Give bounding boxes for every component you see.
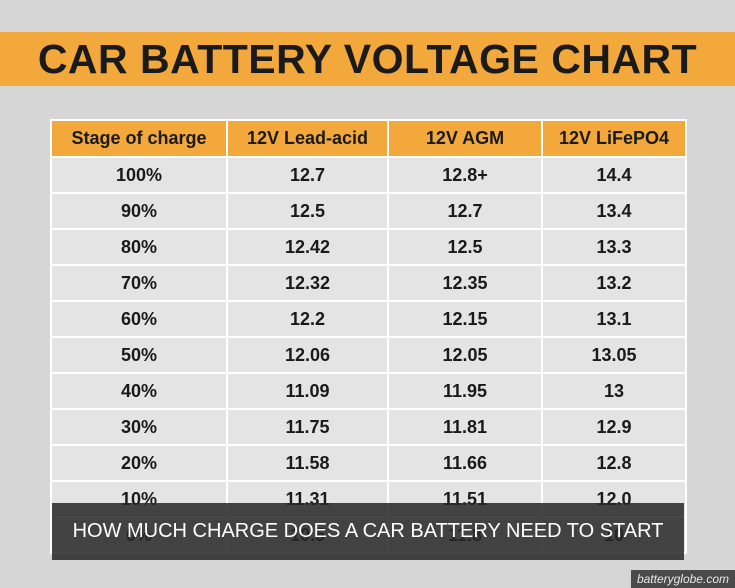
voltage-cell: 12.15 — [387, 300, 543, 338]
voltage-cell: 12.9 — [541, 408, 687, 446]
column-header: 12V LiFePO4 — [541, 119, 687, 158]
charge-cell: 80% — [50, 228, 228, 266]
voltage-cell: 12.05 — [387, 336, 543, 374]
voltage-cell: 13.05 — [541, 336, 687, 374]
table-row: 50% 12.06 12.05 13.05 — [50, 336, 687, 374]
voltage-cell: 13.1 — [541, 300, 687, 338]
voltage-cell: 13 — [541, 372, 687, 410]
voltage-cell: 12.8+ — [387, 156, 543, 194]
charge-cell: 40% — [50, 372, 228, 410]
voltage-cell: 13.4 — [541, 192, 687, 230]
table-row: 70% 12.32 12.35 13.2 — [50, 264, 687, 302]
table-row: 40% 11.09 11.95 13 — [50, 372, 687, 410]
column-header: Stage of charge — [50, 119, 228, 158]
voltage-cell: 12.5 — [387, 228, 543, 266]
table-row: 100% 12.7 12.8+ 14.4 — [50, 156, 687, 194]
column-header: 12V AGM — [387, 119, 543, 158]
voltage-cell: 12.7 — [226, 156, 389, 194]
charge-cell: 30% — [50, 408, 228, 446]
voltage-cell: 11.09 — [226, 372, 389, 410]
voltage-cell: 14.4 — [541, 156, 687, 194]
header-row: Stage of charge 12V Lead-acid 12V AGM 12V L… — [50, 119, 687, 158]
voltage-cell: 12.2 — [226, 300, 389, 338]
table-row: 90% 12.5 12.7 13.4 — [50, 192, 687, 230]
voltage-cell: 11.81 — [387, 408, 543, 446]
voltage-cell: 12.5 — [226, 192, 389, 230]
table-body: 100% 12.7 12.8+ 14.4 90% 12.5 12.7 13.4 80% 12.42… — [50, 156, 687, 554]
title-banner: CAR BATTERY VOLTAGE CHART — [0, 32, 735, 86]
voltage-cell: 12.42 — [226, 228, 389, 266]
voltage-cell: 12.32 — [226, 264, 389, 302]
table-row: 30% 11.75 11.81 12.9 — [50, 408, 687, 446]
table-row: 20% 11.58 11.66 12.8 — [50, 444, 687, 482]
voltage-cell: 11.75 — [226, 408, 389, 446]
charge-cell: 100% — [50, 156, 228, 194]
column-header: 12V Lead-acid — [226, 119, 389, 158]
charge-cell: 60% — [50, 300, 228, 338]
voltage-cell: 13.3 — [541, 228, 687, 266]
voltage-cell: 11.66 — [387, 444, 543, 482]
charge-cell: 70% — [50, 264, 228, 302]
caption-overlay: HOW MUCH CHARGE DOES A CAR BATTERY NEED … — [52, 503, 684, 560]
voltage-cell: 11.95 — [387, 372, 543, 410]
watermark: batteryglobe.com — [630, 570, 735, 588]
voltage-cell: 12.8 — [541, 444, 687, 482]
voltage-cell: 13.2 — [541, 264, 687, 302]
charge-cell: 20% — [50, 444, 228, 482]
table-row: 80% 12.42 12.5 13.3 — [50, 228, 687, 266]
voltage-cell: 12.7 — [387, 192, 543, 230]
table-row: 60% 12.2 12.15 13.1 — [50, 300, 687, 338]
title: CAR BATTERY VOLTAGE CHART — [37, 36, 698, 82]
voltage-cell: 12.06 — [226, 336, 389, 374]
voltage-table: Stage of charge 12V Lead-acid 12V AGM 12V L… — [50, 119, 687, 554]
charge-cell: 50% — [50, 336, 228, 374]
voltage-cell: 12.35 — [387, 264, 543, 302]
charge-cell: 90% — [50, 192, 228, 230]
voltage-cell: 11.58 — [226, 444, 389, 482]
